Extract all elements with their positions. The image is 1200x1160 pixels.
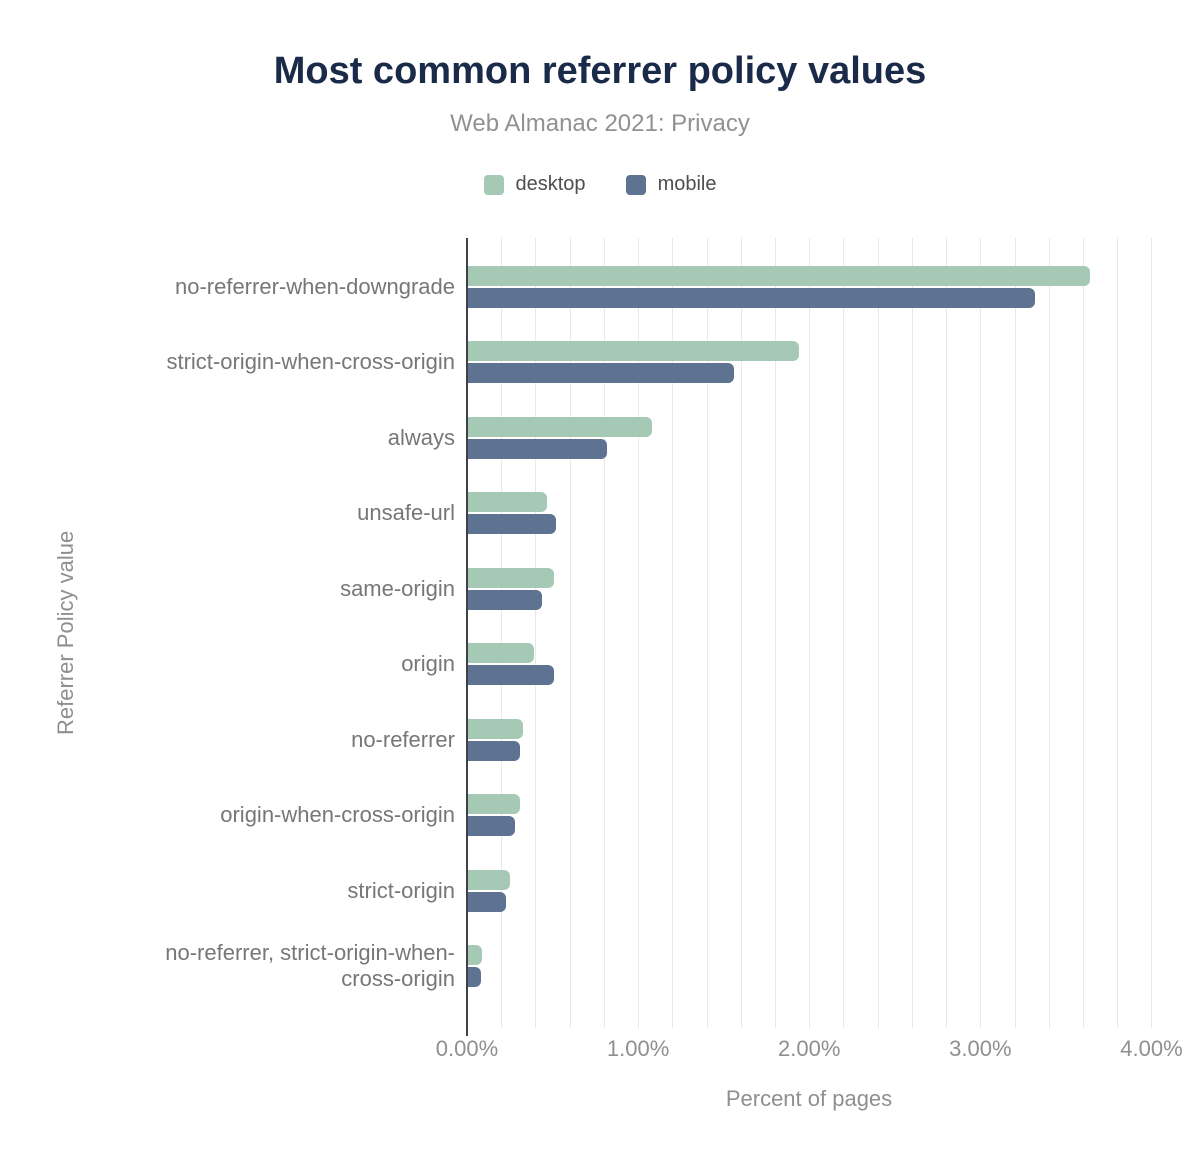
x-tick-label: 0.00% — [435, 1036, 499, 1061]
category-label: origin-when-cross-origin — [220, 802, 455, 828]
y-axis-line — [466, 238, 468, 1036]
category-label: origin — [401, 651, 455, 677]
gridline — [980, 238, 982, 1028]
category-label: same-origin — [340, 575, 455, 601]
bar-desktop — [467, 266, 1090, 286]
gridline — [569, 238, 571, 1028]
category-label: strict-origin-when-cross-origin — [166, 349, 455, 375]
bar-mobile — [467, 891, 507, 912]
legend-item-desktop: desktop — [483, 173, 586, 196]
category-label: always — [387, 424, 455, 450]
category-label: strict-origin — [347, 877, 455, 903]
gridline — [911, 238, 913, 1028]
x-tick-label: 4.00% — [1120, 1036, 1183, 1061]
category-label: no-referrer, strict-origin-when-cross-or… — [165, 940, 455, 992]
gridline — [1014, 238, 1016, 1028]
category-label: no-referrer — [351, 726, 455, 752]
bar-desktop — [467, 718, 524, 739]
gridline — [775, 238, 776, 1028]
bar-desktop — [467, 945, 483, 966]
bar-mobile — [467, 740, 521, 761]
legend-label: mobile — [657, 173, 717, 195]
gridline — [1048, 238, 1050, 1028]
bar-mobile — [467, 438, 608, 459]
gridline — [638, 238, 640, 1028]
x-axis-title: Percent of pages — [725, 1086, 893, 1111]
legend-swatch-icon — [483, 174, 504, 195]
chart-subtitle: Web Almanac 2021: Privacy — [450, 110, 750, 137]
bar-mobile — [467, 363, 734, 384]
plot-area — [467, 238, 1172, 1028]
gridline — [1151, 238, 1153, 1028]
gridline — [501, 238, 503, 1028]
bar-mobile — [467, 816, 515, 837]
bar-mobile — [467, 514, 556, 535]
gridline — [603, 238, 605, 1028]
bar-desktop — [467, 794, 521, 815]
legend-label: desktop — [515, 173, 586, 195]
gridline — [672, 238, 674, 1028]
gridline — [877, 238, 879, 1028]
bar-desktop — [467, 492, 548, 513]
category-label: unsafe-url — [357, 500, 455, 526]
bar-mobile — [467, 967, 481, 988]
legend: desktop mobile — [0, 173, 1200, 196]
gridline — [843, 238, 845, 1028]
bar-mobile — [467, 665, 555, 686]
bar-desktop — [467, 416, 652, 437]
category-label: no-referrer-when-downgrade — [174, 274, 455, 300]
x-tick-label: 3.00% — [949, 1036, 1012, 1061]
x-tick-label: 1.00% — [606, 1036, 670, 1061]
gridline — [809, 238, 811, 1028]
gridline — [1117, 238, 1119, 1028]
bar-desktop — [467, 643, 534, 664]
bar-mobile — [467, 589, 543, 610]
legend-item-mobile: mobile — [625, 173, 717, 196]
bar-desktop — [467, 341, 799, 362]
chart-title: Most common referrer policy values — [273, 50, 927, 92]
bar-desktop — [467, 567, 555, 588]
gridline — [535, 238, 537, 1028]
legend-swatch-icon — [625, 174, 646, 195]
y-axis-title: Referrer Policy value — [53, 530, 78, 736]
bar-mobile — [467, 288, 1036, 308]
bar-desktop — [467, 869, 510, 890]
gridline — [740, 238, 742, 1028]
gridline — [1083, 238, 1085, 1028]
gridline — [946, 238, 948, 1028]
x-tick-label: 2.00% — [778, 1036, 841, 1061]
gridline — [706, 238, 708, 1028]
